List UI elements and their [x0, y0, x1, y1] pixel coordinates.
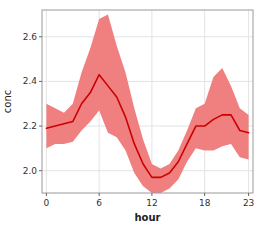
tick-label: 2.2 [23, 121, 37, 131]
tick-label: 2.4 [23, 76, 38, 86]
x-axis-label: hour [134, 212, 160, 223]
tick-label: 12 [146, 198, 157, 208]
tick-label: 2.6 [23, 32, 38, 42]
tick-label: 18 [199, 198, 211, 208]
tick [39, 126, 42, 127]
grid [42, 10, 253, 193]
tick [39, 170, 42, 171]
tick [151, 193, 152, 196]
tick-label: 23 [243, 198, 254, 208]
tick-label: 0 [44, 198, 50, 208]
tick-label: 2.0 [23, 166, 38, 176]
y-axis-label: conc [2, 90, 13, 113]
tick [39, 81, 42, 82]
band [46, 14, 248, 193]
grid-line [46, 10, 47, 193]
tick [248, 193, 249, 196]
grid-line [204, 10, 205, 193]
tick-label: 6 [96, 198, 102, 208]
tick [39, 36, 42, 37]
tick [99, 193, 100, 196]
line [46, 75, 248, 178]
grid-line [42, 36, 253, 37]
chart: 0 6 12 18 23 2.0 2.2 2.4 2.6 hour conc [0, 0, 263, 227]
grid-line [248, 10, 249, 193]
tick [204, 193, 205, 196]
axes: 0 6 12 18 23 2.0 2.2 2.4 2.6 [23, 32, 255, 208]
plot-area [42, 10, 253, 193]
tick [46, 193, 47, 196]
frame [42, 10, 253, 193]
data [46, 14, 248, 193]
